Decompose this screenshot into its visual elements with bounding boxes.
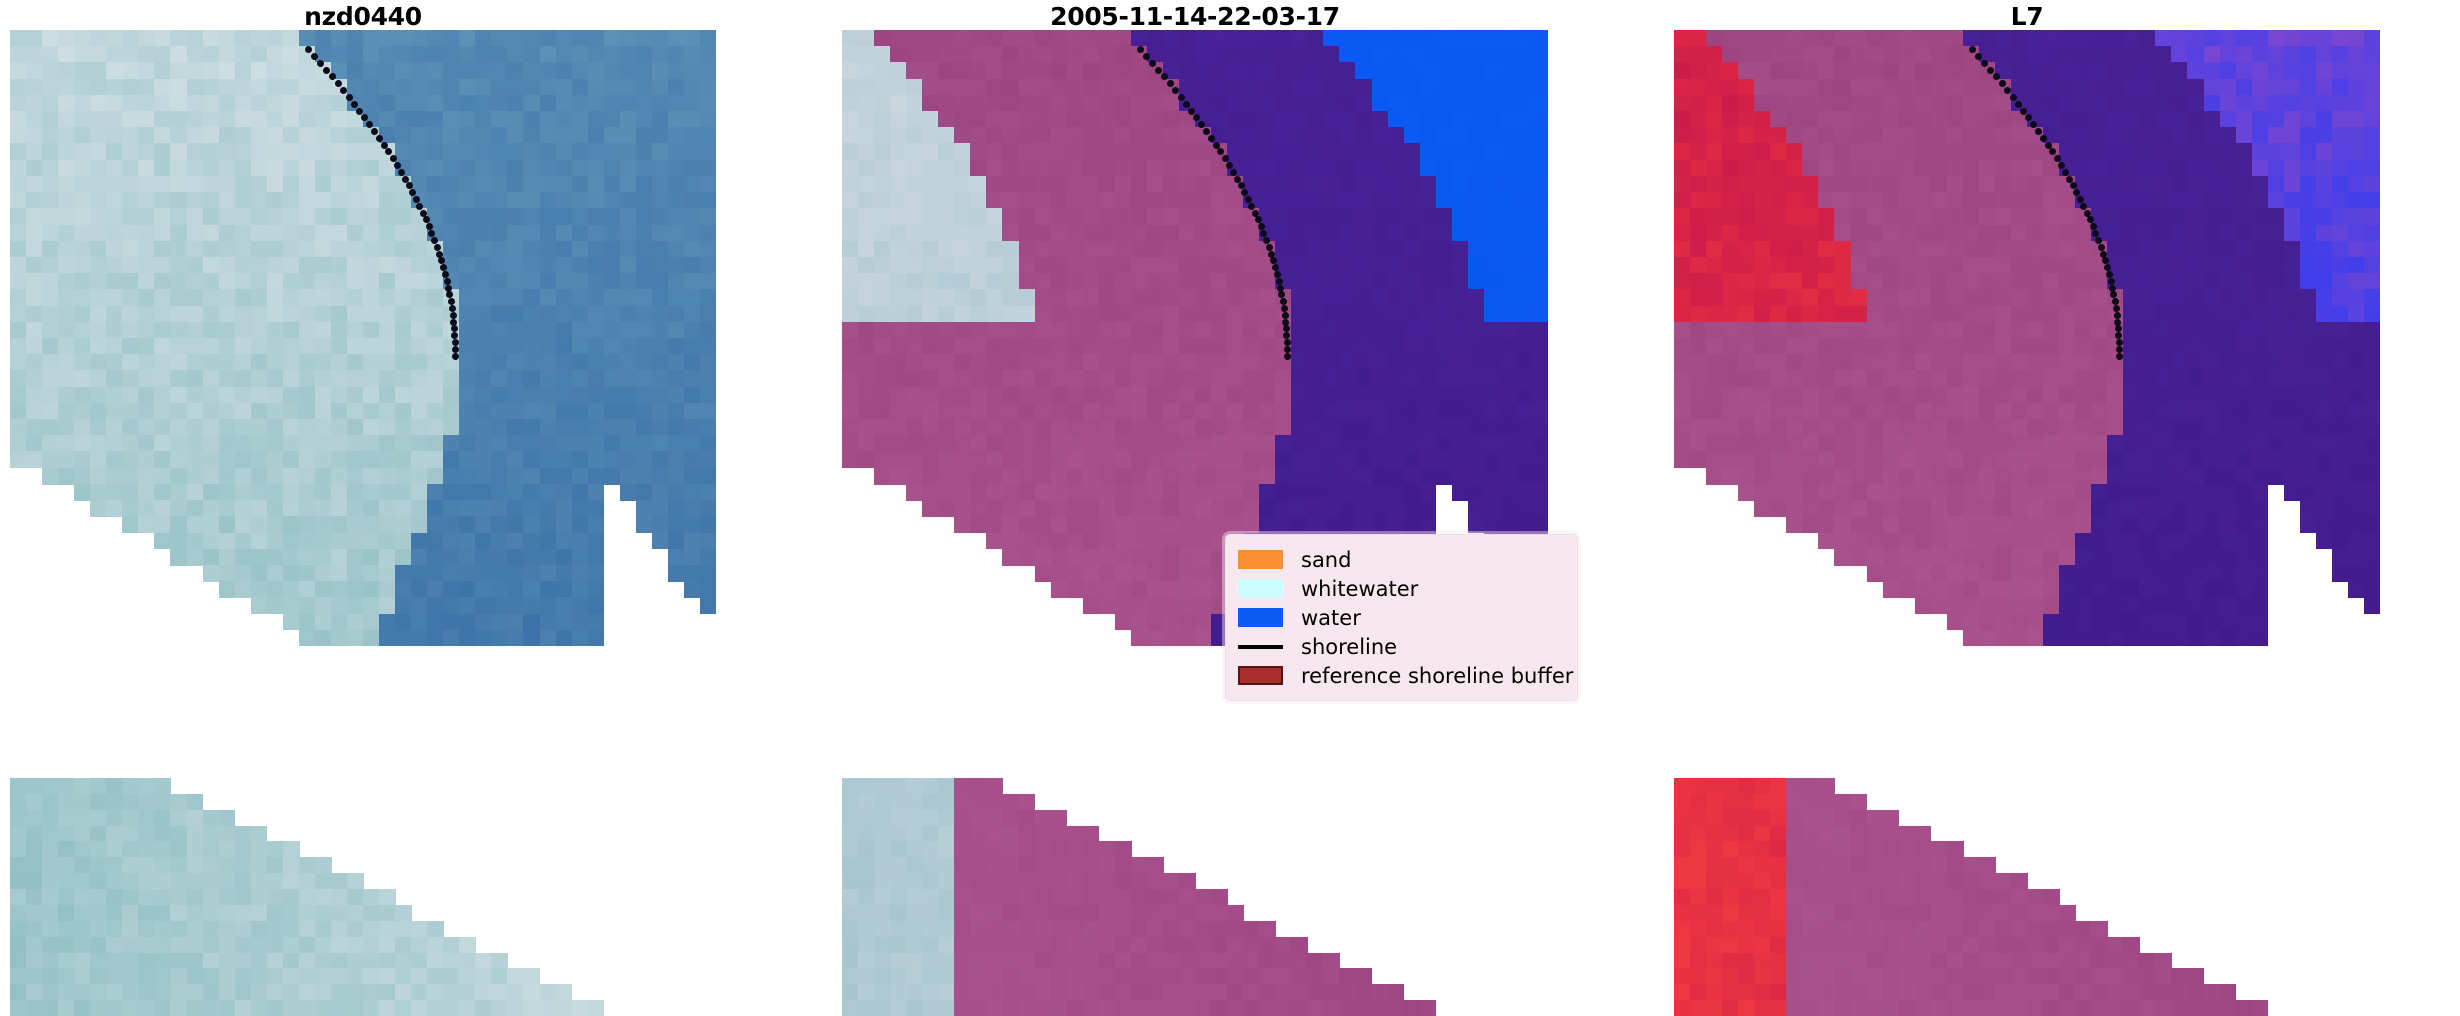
legend: sand whitewater water shoreline referenc…: [1225, 534, 1578, 701]
legend-label-water: water: [1301, 605, 1361, 630]
axes-right-lower: [1674, 778, 2380, 1016]
raster-rgb-upper: [10, 30, 716, 646]
axes-right-upper: [1674, 30, 2380, 646]
reference-buffer-swatch-icon: [1238, 666, 1283, 685]
panel-title-left: nzd0440: [304, 2, 422, 31]
legend-item-whitewater: whitewater: [1238, 574, 1565, 603]
legend-item-sand: sand: [1238, 545, 1565, 574]
panel-title-right: L7: [2010, 2, 2044, 31]
legend-label-whitewater: whitewater: [1301, 576, 1419, 601]
raster-classified-upper: [842, 30, 1548, 646]
legend-label-reference-buffer: reference shoreline buffer: [1301, 663, 1574, 688]
axes-middle-lower: [842, 778, 1548, 1016]
water-swatch-icon: [1238, 608, 1283, 627]
axes-middle-upper: [842, 30, 1548, 646]
legend-item-reference-buffer: reference shoreline buffer: [1238, 661, 1573, 690]
panel-title-middle: 2005-11-14-22-03-17: [1050, 2, 1340, 31]
panel-nzd0440: nzd0440: [10, 0, 716, 1016]
axes-left-upper: [10, 30, 716, 646]
panel-l7: L7: [1674, 0, 2380, 1016]
legend-label-sand: sand: [1301, 547, 1352, 572]
raster-index-lower: [1674, 778, 2380, 1016]
raster-rgb-lower: [10, 778, 716, 1016]
raster-classified-lower: [842, 778, 1548, 1016]
legend-item-shoreline: shoreline: [1238, 632, 1565, 661]
whitewater-swatch-icon: [1238, 579, 1283, 598]
legend-item-water: water: [1238, 603, 1565, 632]
raster-index-upper: [1674, 30, 2380, 646]
axes-left-lower: [10, 778, 716, 1016]
legend-label-shoreline: shoreline: [1301, 634, 1398, 659]
panel-classified: 2005-11-14-22-03-17: [842, 0, 1548, 1016]
sand-swatch-icon: [1238, 550, 1283, 569]
shoreline-line-icon: [1238, 644, 1283, 649]
